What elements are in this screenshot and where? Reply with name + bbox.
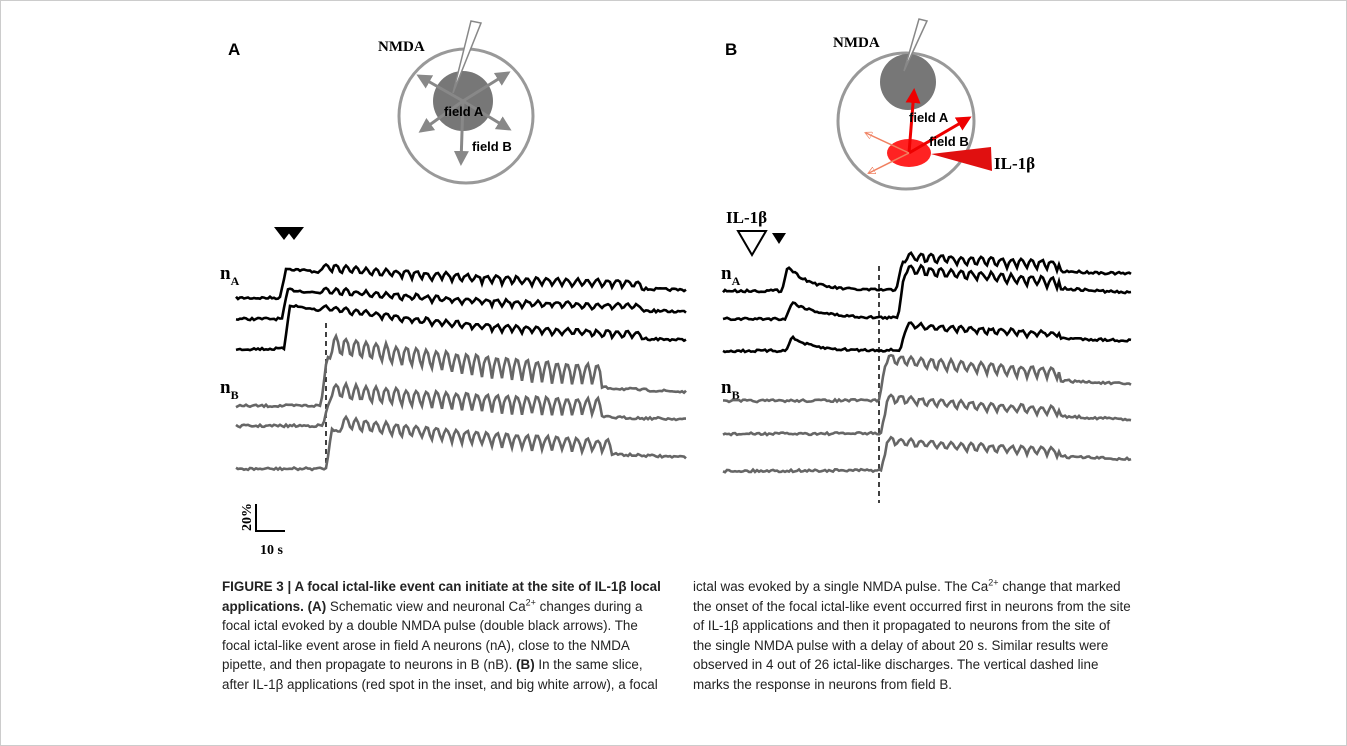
field-label: field B (929, 134, 969, 149)
pipette-label: NMDA (378, 39, 425, 55)
trace (723, 266, 1131, 321)
stimulus-marker (772, 233, 786, 244)
scale-label: 10 s (260, 543, 284, 558)
field-label: field A (909, 110, 949, 125)
trace (236, 288, 686, 320)
trace (236, 305, 686, 350)
panel-label: A (228, 40, 240, 59)
sub: A (231, 274, 240, 288)
trace (723, 355, 1131, 402)
trace (723, 323, 1131, 352)
sub: B (231, 388, 239, 402)
caption: FIGURE 3 | A focal ictal-like event can … (222, 577, 1132, 695)
caption-run: 2+ (988, 578, 998, 588)
scale-bar (256, 504, 285, 531)
n: n (721, 377, 732, 398)
n: n (220, 263, 231, 284)
trace (236, 265, 686, 300)
il1b-marker (738, 231, 766, 255)
trace-label: nB (721, 377, 740, 402)
trace-label: nB (220, 377, 239, 402)
arrow-label: IL-1β (726, 208, 767, 227)
caption-run: Schematic view and neuronal Ca (326, 599, 525, 614)
n: n (721, 263, 732, 284)
n: n (220, 377, 231, 398)
scale-label: 20% (240, 503, 255, 531)
pipette-label: IL-1β (994, 154, 1035, 173)
field-label: field B (472, 139, 512, 154)
trace (723, 437, 1131, 472)
figure: A NMDA field A field B B NMDA field A fi… (0, 0, 1347, 746)
caption-run: (B) (516, 657, 535, 672)
trace-labels: nA nB nA nB (220, 263, 741, 402)
stimulus-marker (274, 227, 304, 240)
red-pipette (931, 147, 992, 171)
traces (236, 253, 1131, 472)
pipette-label: NMDA (833, 35, 880, 51)
field-label: field A (444, 104, 484, 119)
caption-run: In the same slice, after IL-1β applicati… (222, 579, 988, 692)
trace (236, 336, 686, 407)
caption-run: (A) (308, 599, 327, 614)
panel-label: B (725, 40, 737, 59)
sub: A (732, 274, 741, 288)
caption-run: 2+ (526, 597, 536, 607)
figure-panels: A NMDA field A field B B NMDA field A fi… (1, 1, 1346, 571)
trace-label: nA (220, 263, 240, 288)
caption-run: change that marked the onset of the foca… (693, 579, 1131, 692)
trace-label: nA (721, 263, 741, 288)
